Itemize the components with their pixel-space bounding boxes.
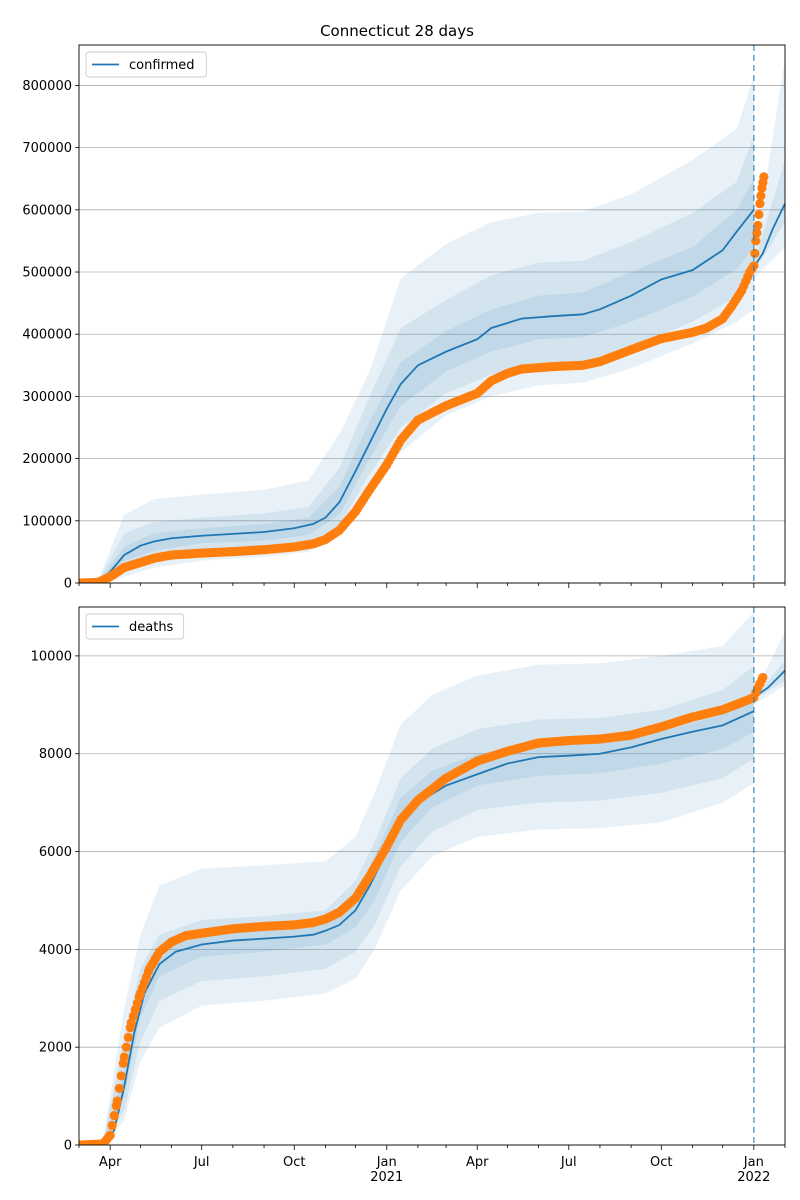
y-tick-label: 700000 (22, 141, 72, 156)
observed-point (756, 191, 766, 201)
legend-box (85, 51, 207, 78)
observed-point (750, 248, 760, 258)
legend: confirmed (85, 51, 207, 78)
observed-point (758, 672, 768, 683)
y-tick-label: 8000 (39, 747, 72, 762)
legend-label: deaths (129, 620, 174, 635)
band-inner (79, 695, 754, 1145)
observed-point (753, 220, 763, 230)
y-tick-label: 600000 (22, 203, 72, 218)
y-tick-label: 6000 (39, 845, 72, 860)
x-tick-label: Jan (743, 1155, 764, 1170)
x-tick-label: Apr (99, 1155, 122, 1170)
band-middle (79, 665, 754, 1145)
observed-point (112, 1096, 122, 1106)
y-tick-label: 4000 (39, 943, 72, 958)
axes-frame (78, 606, 786, 1146)
x-tick-label: Jul (560, 1155, 577, 1170)
y-tick-label: 500000 (22, 266, 72, 281)
chart-title: Connecticut 28 days (320, 22, 474, 40)
observed-point (754, 209, 764, 220)
x-tick-label: 2021 (370, 1170, 403, 1185)
band-inner (79, 178, 754, 583)
x-tick-label: Oct (283, 1155, 305, 1170)
x-tick-label: 2022 (737, 1170, 770, 1185)
y-tick-label: 400000 (22, 328, 72, 343)
forecast-line (753, 203, 785, 268)
legend-box (85, 613, 185, 640)
y-tick-label: 200000 (22, 452, 72, 467)
observed-point (123, 1032, 133, 1042)
x-tick-label: Jul (193, 1155, 210, 1170)
observed-point (121, 1042, 131, 1052)
observed-point (105, 1130, 115, 1140)
observed-point (759, 172, 769, 182)
observed-point (116, 1071, 126, 1081)
y-tick-label: 2000 (39, 1041, 72, 1056)
plot-area (79, 611, 785, 1145)
x-tick-label: Jan (376, 1155, 397, 1170)
observed-point (751, 236, 761, 246)
y-tick-label: 0 (64, 577, 72, 592)
band-middle (79, 135, 754, 583)
y-tick-label: 0 (64, 1139, 72, 1154)
legend-label: confirmed (129, 58, 195, 73)
plot-area (79, 57, 785, 583)
x-tick-label: Apr (466, 1155, 489, 1170)
x-tick-label: Oct (650, 1155, 672, 1170)
legend: deaths (85, 613, 185, 640)
y-tick-label: 300000 (22, 390, 72, 405)
confirmed-line (79, 209, 755, 583)
axes-frame (78, 44, 786, 584)
y-tick-label: 10000 (31, 649, 72, 664)
observed-point (119, 1052, 129, 1062)
observed-point (114, 1083, 124, 1094)
band-outer (79, 76, 754, 583)
y-tick-label: 800000 (22, 79, 72, 94)
confirmed-panel: 0 100000 200000 300000 400000 500000 600000 700… (22, 44, 786, 592)
observed-point (109, 1111, 119, 1121)
band-outer (79, 611, 754, 1145)
observed-point (107, 1120, 117, 1131)
observed-point (755, 199, 765, 209)
forecast-band-inner (753, 160, 785, 273)
y-tick-label: 100000 (22, 514, 72, 529)
